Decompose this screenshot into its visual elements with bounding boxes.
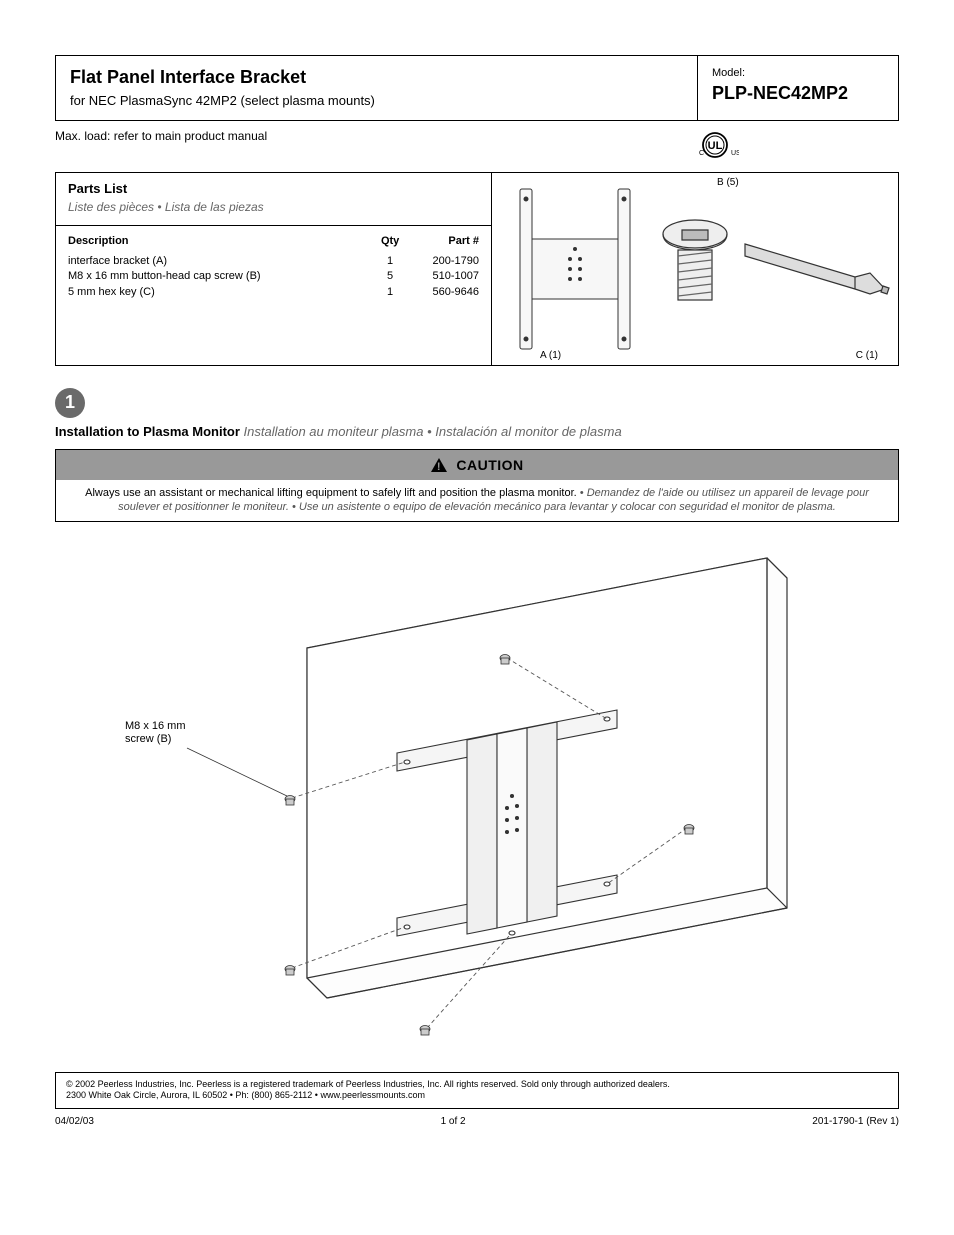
install-diagram: M8 x 16 mm screw (B) xyxy=(55,528,899,1068)
model-label: Model: xyxy=(712,66,884,80)
step-number-badge: 1 xyxy=(55,388,85,418)
header-box: Flat Panel Interface Bracket for NEC Pla… xyxy=(55,55,899,121)
header-left: Flat Panel Interface Bracket for NEC Pla… xyxy=(56,56,698,120)
footer-date: 04/02/03 xyxy=(55,1115,94,1128)
part-desc: 5 mm hex key (C) xyxy=(68,285,375,300)
bracket-icon xyxy=(500,179,650,359)
callout-b: B (5) xyxy=(717,177,739,188)
parts-header-row: Description Qty Part # xyxy=(68,234,479,253)
part-desc: M8 x 16 mm button-head cap screw (B) xyxy=(68,269,375,284)
max-load: Max. load: refer to main product manual xyxy=(55,129,267,145)
footer-page: 1 of 2 xyxy=(441,1115,466,1128)
part-desc: interface bracket (A) xyxy=(68,254,375,269)
footer-meta: 04/02/03 1 of 2 201-1790-1 (Rev 1) xyxy=(55,1115,899,1128)
parts-title-row: Parts List Liste des pièces • Lista de l… xyxy=(56,173,491,226)
part-qty: 1 xyxy=(375,285,404,300)
svg-text:UL: UL xyxy=(708,140,723,152)
footer-rev: 201-1790-1 (Rev 1) xyxy=(812,1115,899,1128)
parts-title-en: Parts List xyxy=(68,181,127,196)
caution-en: Always use an assistant or mechanical li… xyxy=(85,487,577,499)
svg-text:C: C xyxy=(699,150,704,157)
screw-label: M8 x 16 mm screw (B) xyxy=(125,720,186,746)
svg-text:!: ! xyxy=(437,461,441,473)
parts-illustrations: A (1) B (5) C (1) xyxy=(492,173,898,365)
parts-row: 5 mm hex key (C) 1 560-9646 xyxy=(68,285,479,300)
hexkey-icon xyxy=(740,229,890,309)
footer-info: 2300 White Oak Circle, Aurora, IL 60502 … xyxy=(66,1090,888,1102)
screw-icon xyxy=(650,214,740,324)
parts-row: interface bracket (A) 1 200-1790 xyxy=(68,254,479,269)
part-pn: 510-1007 xyxy=(405,269,479,284)
callout-a: A (1) xyxy=(540,350,561,361)
footer-copy: © 2002 Peerless Industries, Inc. Peerles… xyxy=(66,1079,888,1091)
part-qty: 5 xyxy=(375,269,404,284)
step-title-alt: Installation au moniteur plasma • Instal… xyxy=(244,424,622,439)
caution-box: ! CAUTION Always use an assistant or mec… xyxy=(55,449,899,522)
callout-c: C (1) xyxy=(856,350,878,361)
col-qty: Qty xyxy=(375,234,404,253)
product-subtitle: for NEC PlasmaSync 42MP2 (select plasma … xyxy=(70,93,683,110)
part-pn: 200-1790 xyxy=(405,254,479,269)
product-title: Flat Panel Interface Bracket xyxy=(70,66,683,89)
warning-icon: ! xyxy=(430,457,448,473)
step-title: Installation to Plasma Monitor Installat… xyxy=(55,424,899,441)
col-desc: Description xyxy=(68,234,375,253)
col-pn: Part # xyxy=(405,234,479,253)
parts-box: Parts List Liste des pièces • Lista de l… xyxy=(55,172,899,366)
step-title-en: Installation to Plasma Monitor xyxy=(55,424,240,439)
header-right: Model: PLP-NEC42MP2 xyxy=(698,56,898,120)
parts-list: Description Qty Part # interface bracket… xyxy=(56,226,491,308)
parts-title-alt: Liste des pièces • Lista de las piezas xyxy=(68,200,479,216)
caution-head-text: CAUTION xyxy=(456,456,523,474)
caution-body: Always use an assistant or mechanical li… xyxy=(56,480,898,521)
part-pn: 560-9646 xyxy=(405,285,479,300)
svg-text:US: US xyxy=(731,150,739,157)
parts-row: M8 x 16 mm button-head cap screw (B) 5 5… xyxy=(68,269,479,284)
part-qty: 1 xyxy=(375,254,404,269)
ul-logo: UL C US xyxy=(691,129,739,166)
caution-heading: ! CAUTION xyxy=(56,450,898,480)
model-number: PLP-NEC42MP2 xyxy=(712,82,884,105)
footer-box: © 2002 Peerless Industries, Inc. Peerles… xyxy=(55,1072,899,1109)
parts-text: Parts List Liste des pièces • Lista de l… xyxy=(56,173,492,365)
spec-row: Max. load: refer to main product manual … xyxy=(55,129,899,166)
